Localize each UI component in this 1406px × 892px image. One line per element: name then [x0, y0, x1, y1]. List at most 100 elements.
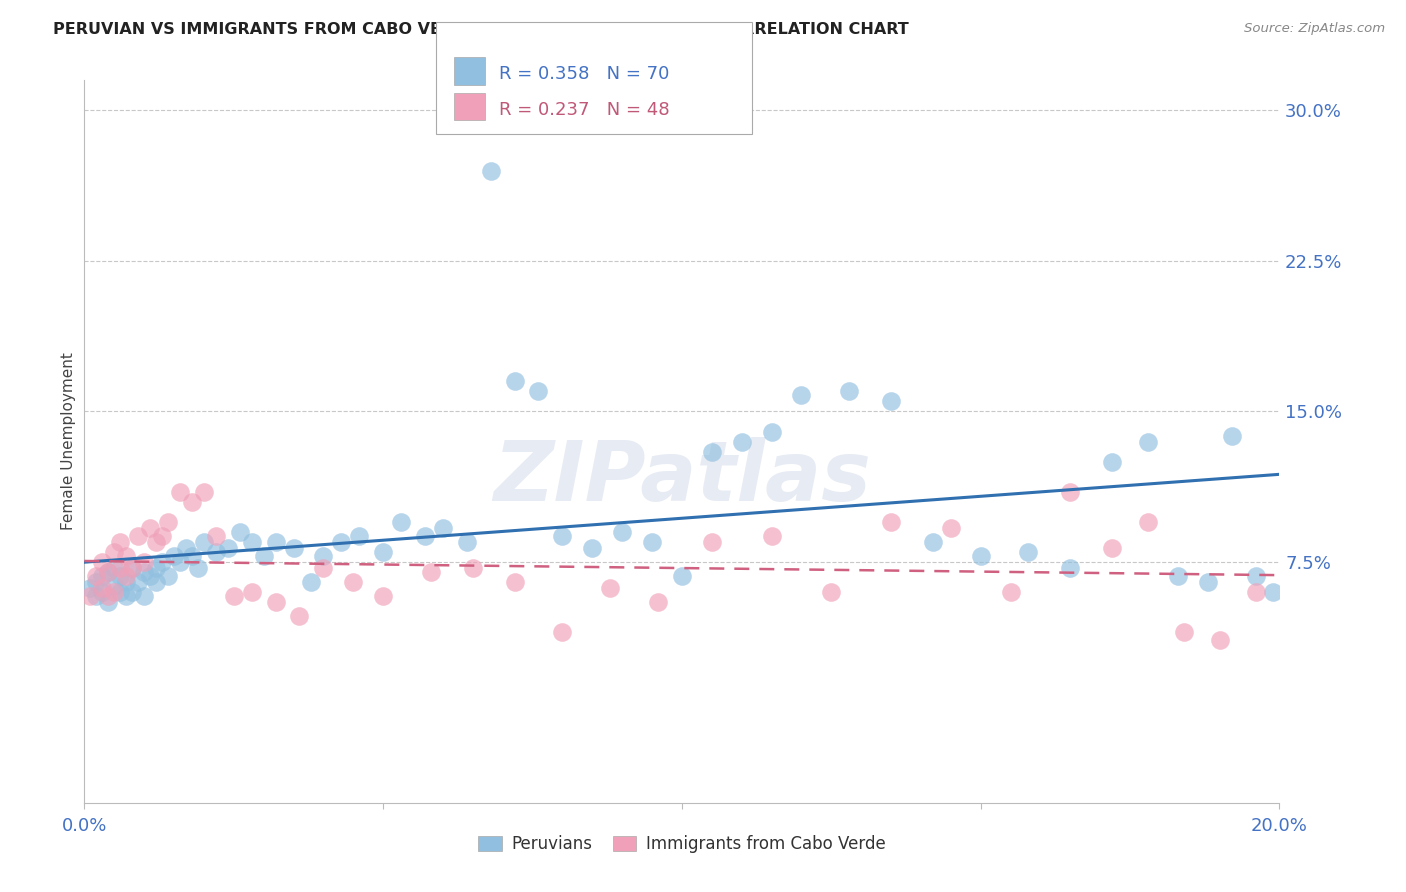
Point: [110, 561, 132, 575]
Point: [91, 585, 114, 599]
Point: [342, 574, 364, 589]
Point: [145, 534, 167, 549]
Point: [110, 569, 132, 583]
Point: [1197, 574, 1219, 589]
Point: [217, 541, 239, 555]
Legend: Peruvians, Immigrants from Cabo Verde: Peruvians, Immigrants from Cabo Verde: [471, 828, 893, 860]
Point: [115, 574, 138, 589]
Text: R = 0.358   N = 70: R = 0.358 N = 70: [499, 65, 669, 83]
Point: [97, 565, 120, 579]
Point: [700, 444, 723, 458]
Point: [115, 589, 138, 603]
Point: [115, 549, 138, 563]
Point: [1167, 569, 1189, 583]
Point: [150, 555, 173, 569]
Point: [187, 561, 209, 575]
Point: [240, 534, 263, 549]
Point: [1244, 569, 1267, 583]
Point: [91, 569, 114, 583]
Point: [373, 589, 395, 603]
Point: [97, 589, 120, 603]
Point: [193, 534, 215, 549]
Point: [838, 384, 860, 399]
Point: [1137, 434, 1160, 449]
Point: [1018, 545, 1040, 559]
Point: [312, 561, 335, 575]
Point: [288, 609, 311, 624]
Point: [150, 529, 173, 543]
Point: [389, 515, 412, 529]
Point: [79, 581, 101, 595]
Point: [110, 585, 132, 599]
Point: [121, 585, 143, 599]
Point: [581, 541, 603, 555]
Point: [413, 529, 436, 543]
Point: [1101, 541, 1123, 555]
Point: [970, 549, 993, 563]
Point: [110, 534, 132, 549]
Point: [349, 529, 371, 543]
Text: Source: ZipAtlas.com: Source: ZipAtlas.com: [1244, 22, 1385, 36]
Point: [103, 545, 125, 559]
Point: [527, 384, 550, 399]
Point: [228, 524, 252, 539]
Point: [761, 425, 783, 439]
Point: [145, 574, 167, 589]
Point: [761, 529, 783, 543]
Point: [551, 529, 574, 543]
Point: [157, 515, 180, 529]
Point: [169, 484, 191, 499]
Point: [330, 534, 353, 549]
Point: [880, 394, 903, 409]
Point: [132, 589, 156, 603]
Point: [301, 574, 323, 589]
Point: [479, 163, 502, 178]
Point: [86, 589, 108, 603]
Point: [612, 524, 634, 539]
Point: [880, 515, 903, 529]
Text: R = 0.237   N = 48: R = 0.237 N = 48: [499, 101, 669, 119]
Point: [79, 589, 101, 603]
Point: [205, 545, 228, 559]
Point: [132, 565, 156, 579]
Point: [647, 595, 669, 609]
Point: [163, 549, 186, 563]
Y-axis label: Female Unemployment: Female Unemployment: [60, 352, 76, 531]
Point: [731, 434, 754, 449]
Point: [86, 574, 108, 589]
Point: [253, 549, 276, 563]
Point: [1209, 633, 1232, 648]
Point: [127, 574, 149, 589]
Point: [599, 581, 621, 595]
Point: [461, 561, 484, 575]
Point: [91, 555, 114, 569]
Point: [97, 595, 120, 609]
Point: [1059, 484, 1081, 499]
Point: [169, 555, 191, 569]
Point: [1101, 455, 1123, 469]
Point: [139, 521, 162, 535]
Point: [1263, 585, 1285, 599]
Point: [103, 579, 125, 593]
Point: [264, 534, 287, 549]
Point: [132, 555, 156, 569]
Point: [91, 581, 114, 595]
Point: [1000, 585, 1022, 599]
Point: [86, 569, 108, 583]
Point: [181, 494, 204, 508]
Point: [1137, 515, 1160, 529]
Point: [503, 375, 526, 389]
Point: [1244, 585, 1267, 599]
Text: ZIPatlas: ZIPatlas: [494, 437, 870, 518]
Point: [193, 484, 215, 499]
Point: [1059, 561, 1081, 575]
Point: [181, 549, 204, 563]
Point: [283, 541, 305, 555]
Point: [939, 521, 962, 535]
Point: [820, 585, 842, 599]
Point: [700, 534, 723, 549]
Point: [432, 521, 454, 535]
Point: [790, 388, 813, 402]
Point: [222, 589, 245, 603]
Point: [373, 545, 395, 559]
